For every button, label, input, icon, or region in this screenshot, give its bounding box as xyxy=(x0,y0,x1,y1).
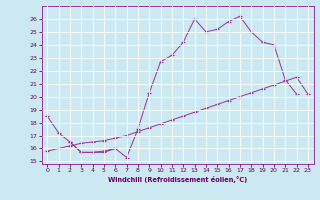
X-axis label: Windchill (Refroidissement éolien,°C): Windchill (Refroidissement éolien,°C) xyxy=(108,176,247,183)
